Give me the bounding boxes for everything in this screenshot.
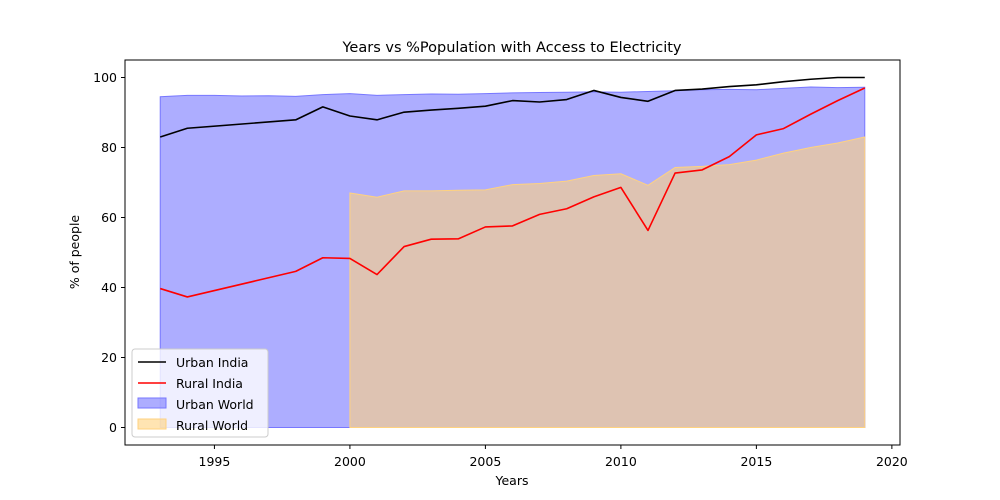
- legend: Urban India Rural India Urban World Rura…: [131, 348, 269, 438]
- legend-label-urban-world: Urban World: [176, 397, 254, 412]
- y-tick-label: 100: [93, 70, 117, 85]
- series-line-urban-india: [159, 76, 865, 138]
- x-tick-label: 1995: [199, 454, 231, 469]
- y-axis: 0 20 40 60 80 100: [93, 70, 125, 435]
- y-tick-label: 40: [101, 280, 117, 295]
- chart-title: Years vs %Population with Access to Elec…: [342, 40, 682, 56]
- y-tick-label: 60: [101, 210, 117, 225]
- y-axis-label: % of people: [67, 215, 82, 290]
- y-tick-label: 20: [101, 350, 117, 365]
- legend-label-rural-world: Rural World: [176, 418, 248, 433]
- plot-frame: [124, 59, 901, 446]
- series-line-rural-india: [159, 87, 866, 298]
- y-tick-label: 0: [109, 420, 117, 435]
- line-layer: [159, 76, 866, 298]
- legend-label-rural-india: Rural India: [176, 376, 243, 391]
- x-tick-label: 2020: [876, 454, 908, 469]
- x-tick-label: 2015: [740, 454, 772, 469]
- legend-box: [131, 348, 269, 438]
- area-rural-world: [349, 136, 866, 428]
- x-tick-label: 2010: [605, 454, 637, 469]
- x-tick-label: 2005: [469, 454, 501, 469]
- x-axis: 1995 2000 2005 2010 2015 2020: [199, 445, 908, 469]
- x-axis-label: Years: [495, 473, 529, 488]
- area-fill-rural-world: [349, 136, 866, 428]
- x-tick-label: 2000: [334, 454, 366, 469]
- line-rural-india: [159, 87, 866, 298]
- legend-swatch-rural-world: [137, 418, 167, 430]
- y-tick-label: 80: [101, 140, 117, 155]
- line-urban-india: [159, 76, 865, 138]
- legend-swatch-urban-world: [137, 397, 167, 409]
- legend-label-urban-india: Urban India: [176, 355, 248, 370]
